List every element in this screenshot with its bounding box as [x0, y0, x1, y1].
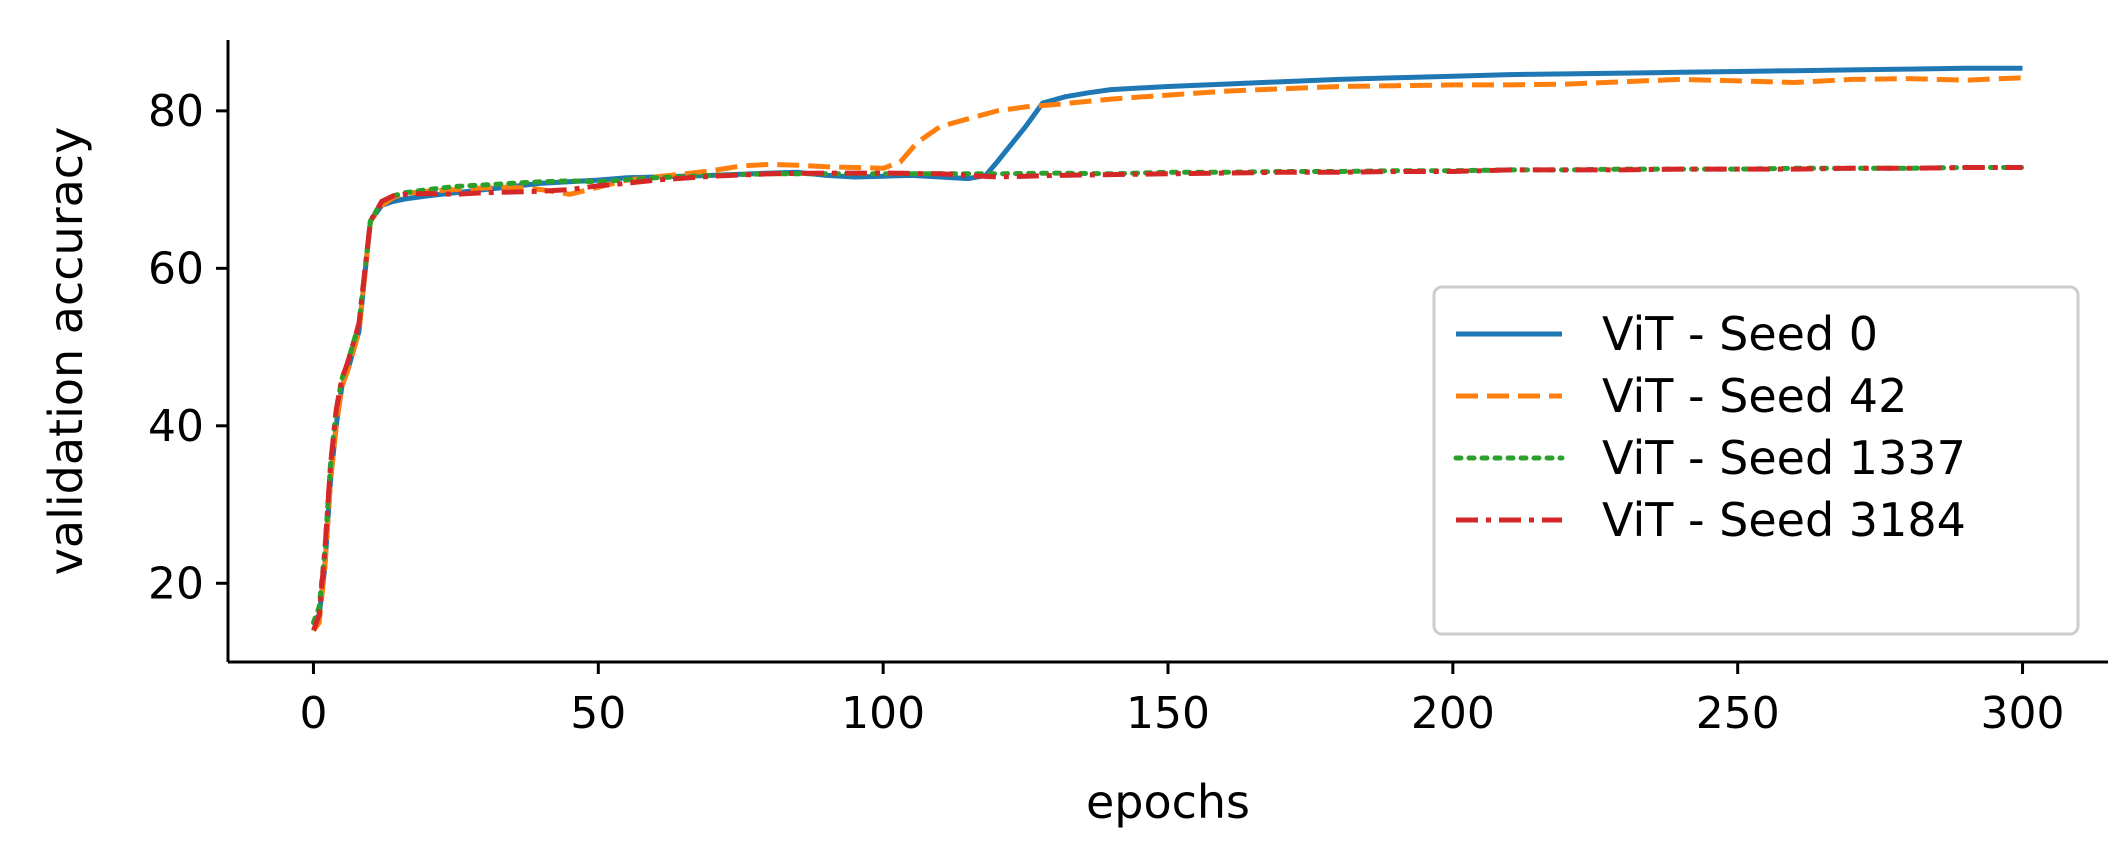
- x-axis-label: epochs: [1086, 775, 1250, 829]
- legend-label-2: ViT - Seed 1337: [1602, 431, 1966, 485]
- series-layer: [311, 65, 2025, 632]
- x-tick-label: 50: [570, 688, 626, 739]
- legend-label-1: ViT - Seed 42: [1602, 369, 1907, 423]
- y-tick-label: 60: [148, 243, 204, 294]
- ticks-layer: 0 50 100 150 200 250 300 20 40 60 80: [148, 86, 2065, 739]
- legend-label-0: ViT - Seed 0: [1602, 307, 1878, 361]
- y-tick-label: 80: [148, 86, 204, 137]
- series-line-1: [311, 75, 2023, 632]
- x-tick-label: 150: [1126, 688, 1210, 739]
- x-tick-label: 200: [1411, 688, 1495, 739]
- y-axis-label: validation accuracy: [39, 127, 93, 576]
- series-line-3: [311, 165, 2023, 632]
- y-tick-label: 40: [148, 401, 204, 452]
- series-line-2: [311, 165, 2025, 626]
- legend: ViT - Seed 0 ViT - Seed 42 ViT - Seed 1337…: [1432, 285, 2080, 636]
- legend-label-3: ViT - Seed 3184: [1602, 493, 1966, 547]
- x-tick-label: 300: [1981, 688, 2065, 739]
- x-tick-label: 100: [841, 688, 925, 739]
- y-tick-label: 20: [148, 558, 204, 609]
- legend-frame: [1432, 285, 2080, 636]
- x-tick-label: 0: [299, 688, 327, 739]
- x-tick-label: 250: [1696, 688, 1780, 739]
